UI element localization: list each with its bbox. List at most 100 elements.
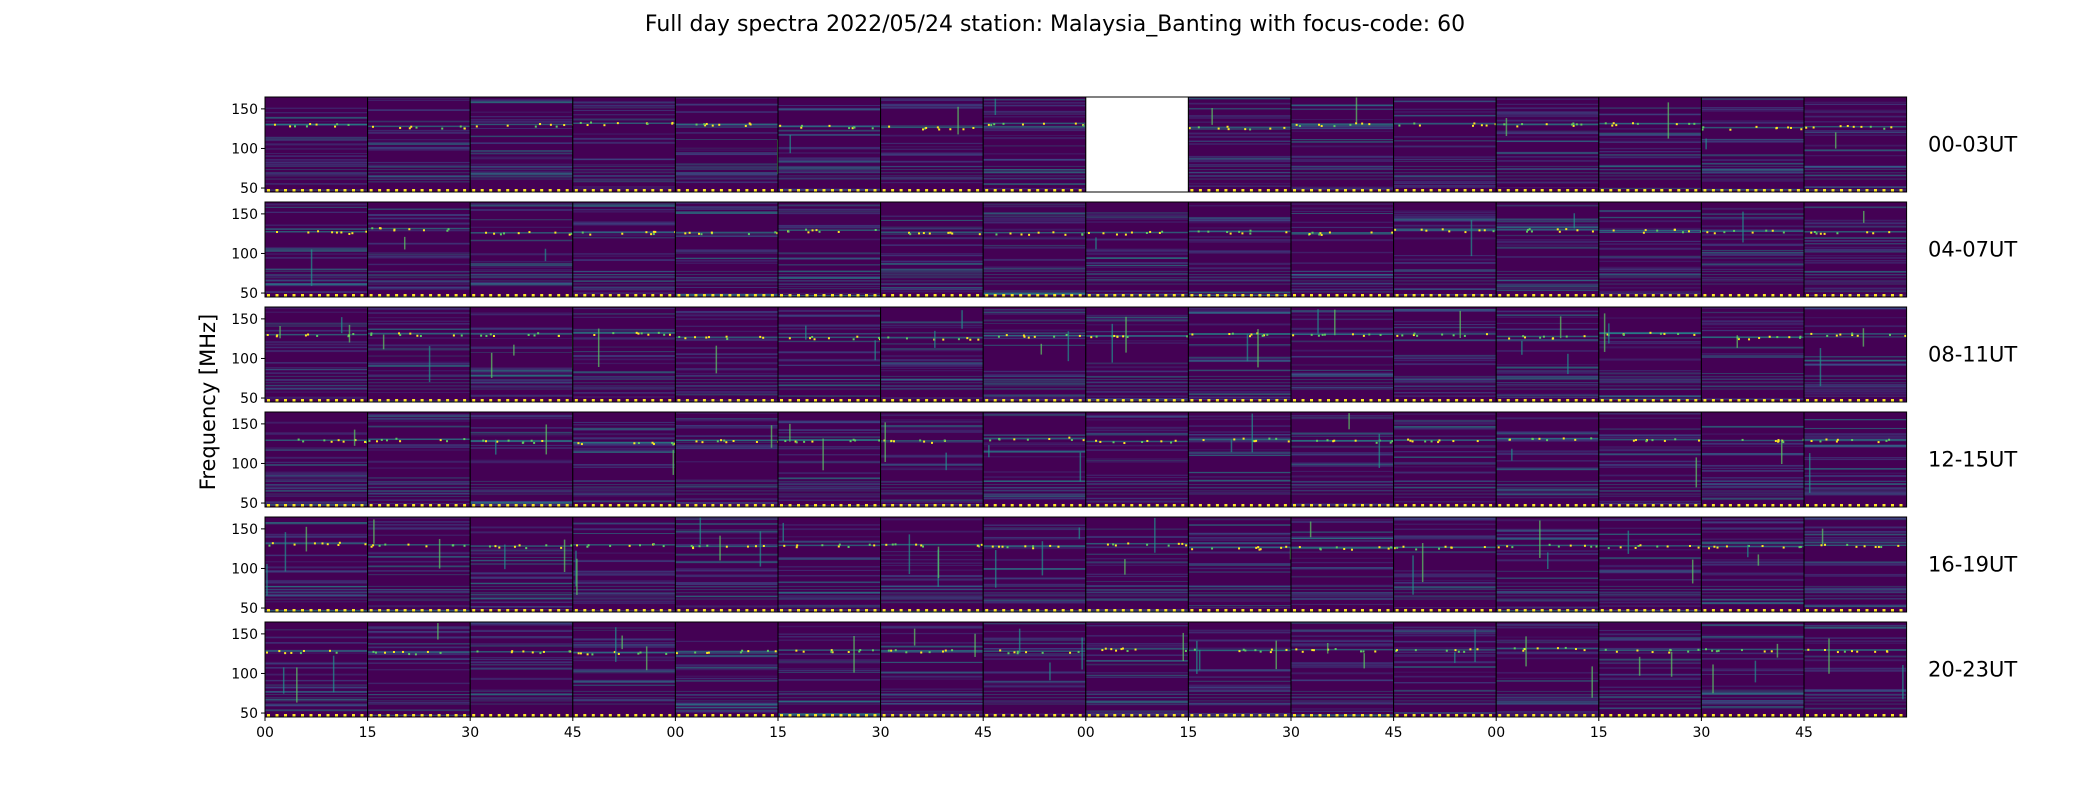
noise-band: [983, 599, 1086, 601]
noise-band: [367, 251, 471, 254]
baseline-dot: [770, 399, 774, 402]
noise-band: [675, 211, 778, 214]
noise-band: [1085, 433, 1189, 435]
noise-band: [572, 552, 676, 554]
baseline-dot: [506, 294, 510, 297]
panel-background: [1496, 97, 1599, 192]
noise-band: [367, 414, 471, 416]
baseline-dot: [1215, 189, 1219, 192]
rfi-point: [1402, 545, 1405, 548]
baseline-dot: [702, 714, 706, 717]
rfi-point: [1328, 231, 1331, 234]
rfi-point: [795, 649, 798, 652]
noise-band: [572, 362, 676, 365]
noise-band: [367, 214, 471, 216]
rfi-point: [1669, 649, 1672, 652]
low-band: [1701, 484, 1804, 486]
y-axis-label: Frequency [MHz]: [196, 314, 220, 490]
baseline-dot: [1044, 189, 1048, 192]
baseline-dot: [1549, 504, 1553, 507]
baseline-dot: [814, 399, 817, 402]
baseline-dot: [1429, 504, 1433, 507]
noise-band: [367, 323, 471, 325]
rfi-point: [1476, 648, 1479, 651]
low-band: [1804, 274, 1907, 276]
baseline-dot: [1310, 399, 1313, 402]
noise-band: [880, 481, 984, 483]
noise-band: [1496, 140, 1599, 142]
baseline-dot: [891, 504, 895, 507]
noise-band: [1701, 692, 1804, 695]
burst-feature: [1040, 343, 1043, 355]
noise-band: [1496, 623, 1599, 626]
low-band: [572, 700, 676, 702]
baseline-dot: [933, 399, 937, 402]
noise-band: [367, 417, 471, 420]
baseline-dot: [454, 399, 458, 402]
low-band: [265, 388, 368, 390]
low-band: [1291, 585, 1394, 587]
baseline-dot: [1720, 399, 1724, 402]
rfi-point: [1319, 547, 1322, 550]
noise-band: [983, 383, 1086, 385]
rfi-point: [1275, 437, 1278, 440]
baseline-dot: [1283, 294, 1287, 297]
noise-band: [778, 605, 881, 608]
spectrum-panel: [1598, 201, 1702, 298]
rfi-band: [1804, 333, 1907, 335]
rfi-point: [527, 333, 530, 336]
noise-band: [1496, 279, 1599, 282]
noise-band: [1393, 184, 1497, 187]
baseline-dot: [736, 714, 740, 717]
baseline-dot: [1155, 294, 1159, 297]
rfi-point: [1249, 229, 1252, 232]
noise-band: [778, 625, 881, 628]
noise-band: [778, 488, 881, 490]
rfi-point: [545, 544, 548, 547]
rfi-point: [1839, 333, 1842, 336]
noise-band: [778, 374, 881, 377]
noise-band: [1496, 636, 1599, 638]
rfi-point: [1335, 546, 1338, 549]
noise-band: [1393, 573, 1497, 575]
baseline-dot: [1053, 399, 1057, 402]
panel-background: [1496, 412, 1599, 507]
noise-band: [675, 126, 778, 128]
noise-band: [572, 680, 676, 683]
baseline-dot: [1489, 189, 1493, 192]
baseline-dot: [873, 189, 877, 192]
noise-band: [880, 413, 984, 415]
noise-band: [1701, 171, 1804, 174]
rfi-point: [331, 231, 334, 234]
noise-band: [880, 233, 984, 235]
low-band: [367, 697, 471, 699]
noise-band: [778, 592, 881, 594]
low-band: [880, 379, 984, 381]
rfi-point: [720, 439, 723, 442]
baseline-dot: [1027, 504, 1031, 507]
noise-band: [1393, 331, 1497, 334]
spectrum-panel: [1803, 96, 1908, 193]
noise-band: [1804, 259, 1907, 262]
rfi-point: [1268, 437, 1271, 440]
rfi-point: [837, 230, 840, 233]
baseline-dot: [608, 714, 612, 717]
rfi-point: [1021, 123, 1024, 126]
noise-band: [367, 446, 471, 449]
noise-band: [572, 570, 676, 573]
rfi-point: [1755, 125, 1758, 128]
baseline-dot: [352, 714, 355, 717]
baseline-dot: [1344, 399, 1347, 402]
noise-band: [1598, 502, 1702, 505]
low-band: [1496, 484, 1599, 486]
rfi-point: [1697, 439, 1700, 442]
spectrum-panel: [777, 621, 882, 718]
rfi-point: [1226, 231, 1229, 234]
noise-band: [1804, 325, 1907, 328]
rfi-point: [922, 128, 925, 131]
baseline-dot: [780, 189, 783, 192]
baseline-dot: [882, 714, 886, 717]
rfi-point: [1146, 439, 1149, 442]
noise-band: [880, 254, 984, 257]
noise-band: [265, 473, 368, 475]
